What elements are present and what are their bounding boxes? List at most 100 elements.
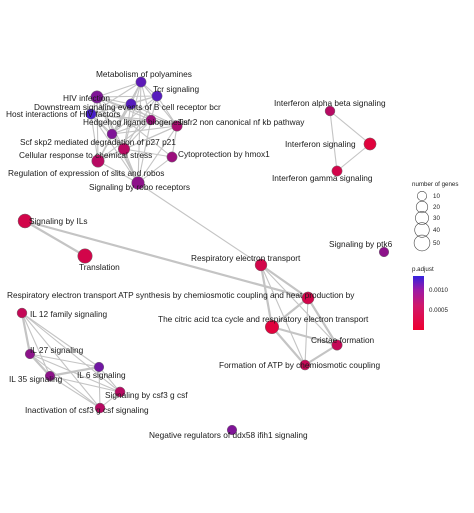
size-legend-circle-10 — [417, 191, 427, 201]
edge-resp_transport-tca_resp — [259, 263, 274, 329]
edge-il27-il6 — [29, 353, 100, 368]
node-robo_receptors — [131, 176, 145, 190]
node-slits_robos — [91, 154, 105, 168]
color-legend-label-0: 0.0010 — [429, 287, 448, 294]
edge-resp_atp-atp_formation — [304, 297, 309, 366]
edge-resp_atp-cristae — [306, 296, 339, 347]
edge-ifn_signaling-ifn_gamma — [336, 143, 371, 172]
node-label-metabolism_polyamines: Metabolism of polyamines — [96, 69, 192, 79]
node-label-tnfr2: Tnfr2 non canonical nf kb pathway — [178, 117, 305, 127]
edge-hiv_infection-tcr_signaling — [96, 95, 158, 98]
node-hmox1 — [166, 151, 178, 163]
node-label-bcr_downstream: Downstream signaling events of B cell re… — [34, 102, 221, 112]
node-label-hiv_infection: HIV infection — [63, 93, 110, 103]
edge-metabolism_polyamines-tnfr2 — [140, 81, 178, 127]
node-translation — [77, 248, 93, 264]
edge-metabolism_polyamines-chem_stress — [123, 81, 142, 150]
node-label-tca_resp: The citric acid tca cycle and respirator… — [158, 314, 369, 324]
edge-il6-csf3 — [98, 366, 121, 393]
node-label-ifn_signaling: Interferon signaling — [285, 139, 356, 149]
node-ddx58 — [226, 424, 238, 436]
node-label-resp_atp: Respiratory electron transport ATP synth… — [7, 290, 355, 300]
node-chem_stress — [117, 142, 131, 156]
size-legend-circle-50 — [413, 234, 431, 252]
size-legend: number of genes 10 20 30 40 50 — [412, 181, 458, 252]
edge-slits_robos-robo_receptors — [97, 160, 139, 184]
node-tnfr2 — [171, 120, 183, 132]
edge-tca_resp-cristae — [270, 325, 339, 347]
node-atp_formation — [299, 359, 311, 371]
node-label-ils: Signaling by ILs — [29, 216, 88, 226]
color-legend: p.adjust 0.0010 0.0005 — [412, 266, 448, 330]
edge-resp_transport-resp_atp — [259, 263, 310, 300]
nodes-layer — [16, 76, 390, 436]
edge-tcr_signaling-chem_stress — [123, 95, 158, 150]
node-label-il35: IL 35 signaling — [9, 374, 63, 384]
node-label-hmox1: Cytoprotection by hmox1 — [178, 149, 270, 159]
edge-il35-il6 — [48, 365, 101, 378]
edge-cristae-atp_formation — [303, 343, 339, 367]
edge-tca_resp-atp_formation — [270, 325, 307, 367]
node-tca_resp — [264, 319, 280, 335]
node-label-chem_stress: Cellular response to chemical stress — [19, 150, 152, 160]
edge-hiv_infection-slits_robos — [96, 96, 99, 162]
edge-ifn_ab-ifn_signaling — [329, 110, 371, 145]
edge-host_hiv-tnfr2 — [90, 113, 178, 127]
edge-hmox1-robo_receptors — [137, 156, 173, 184]
node-label-ptk6: Signaling by ptk6 — [329, 239, 393, 249]
edge-robo_receptors-resp_transport — [137, 182, 262, 266]
edge-metabolism_polyamines-hedgehog — [140, 81, 152, 121]
node-label-host_hiv: Host interactions of HIV factors — [6, 109, 120, 119]
edge-metabolism_polyamines-host_hiv — [90, 81, 142, 115]
edge-scf_skp2-robo_receptors — [111, 133, 139, 184]
edge-hiv_infection-hmox1 — [96, 96, 173, 158]
color-legend-bar — [413, 276, 424, 330]
edge-hiv_infection-tnfr2 — [96, 96, 178, 127]
node-host_hiv — [85, 108, 97, 120]
node-il12 — [16, 307, 28, 319]
node-il6 — [93, 361, 105, 373]
edge-tcr_signaling-tnfr2 — [156, 95, 178, 127]
edge-bcr_downstream-host_hiv — [90, 103, 132, 115]
edge-il27-csf3 — [29, 353, 121, 393]
edge-il12-il27 — [20, 311, 32, 356]
node-il27 — [24, 348, 36, 360]
node-cristae — [331, 339, 343, 351]
node-csf3_inactivation — [94, 402, 106, 414]
node-label-ifn_ab: Interferon alpha beta signaling — [274, 98, 386, 108]
edge-ifn_ab-ifn_gamma — [329, 110, 338, 172]
edge-il35-csf3_inactivation — [49, 375, 101, 409]
edge-ils-resp_atp — [23, 219, 310, 300]
node-resp_atp — [301, 291, 315, 305]
node-label-il12: IL 12 family signaling — [30, 309, 108, 319]
node-label-cristae: Cristae formation — [311, 335, 375, 345]
node-label-scf_skp2: Scf skp2 mediated degradation of p27 p21 — [20, 137, 176, 147]
node-ifn_ab — [324, 105, 336, 117]
node-metabolism_polyamines — [135, 76, 147, 88]
node-csf3 — [114, 386, 126, 398]
edge-chem_stress-hmox1 — [123, 148, 173, 158]
size-legend-label-20: 20 — [433, 204, 440, 211]
node-label-robo_receptors: Signaling by robo receptors — [89, 182, 190, 192]
node-scf_skp2 — [106, 128, 118, 140]
size-legend-label-30: 30 — [433, 215, 440, 222]
node-label-il27: IL 27 signaling — [30, 345, 84, 355]
size-legend-circle-20 — [415, 200, 429, 214]
node-ils — [17, 213, 33, 229]
edge-bcr_downstream-tnfr2 — [130, 103, 178, 127]
edge-host_hiv-slits_robos — [90, 113, 99, 162]
node-label-il6: IL 6 signaling — [77, 370, 126, 380]
node-label-hedgehog: Hedgehog ligand biogenesis — [83, 117, 188, 127]
edge-resp_transport-atp_formation — [260, 264, 306, 366]
size-legend-title: number of genes — [412, 181, 458, 188]
color-legend-title: p.adjust — [412, 266, 434, 273]
edge-il35-csf3 — [49, 375, 121, 393]
node-il35 — [44, 370, 56, 382]
node-ptk6 — [378, 246, 390, 258]
node-label-resp_transport: Respiratory electron transport — [191, 253, 301, 263]
edge-ils-translation — [23, 219, 87, 258]
node-hedgehog — [145, 114, 157, 126]
color-legend-label-1: 0.0005 — [429, 307, 448, 314]
edge-il12-csf3_inactivation — [21, 312, 101, 409]
